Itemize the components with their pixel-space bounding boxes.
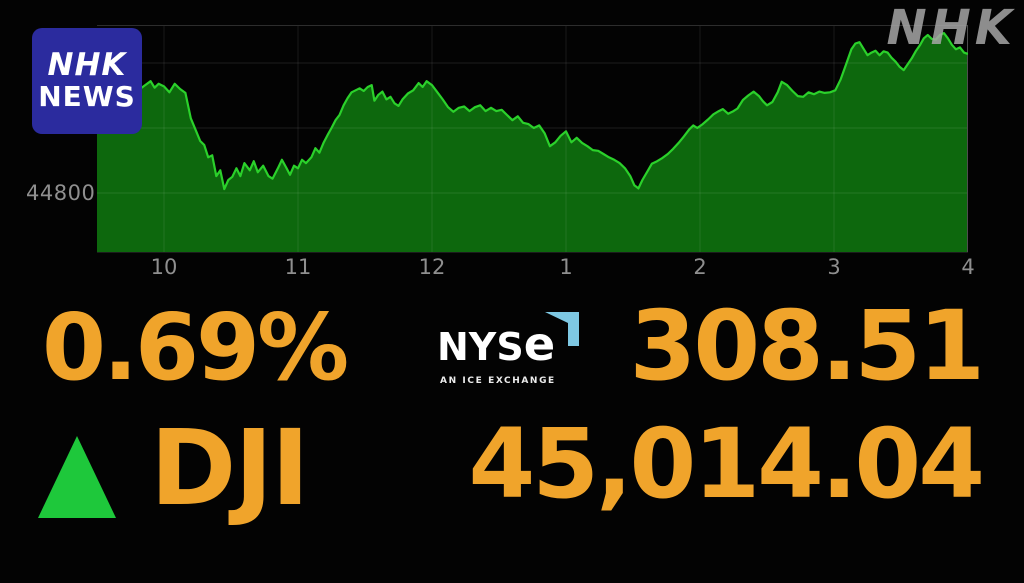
price-chart-svg	[96, 25, 969, 253]
index-symbol: DJI	[150, 407, 310, 529]
nhk-news-logo: NHK NEWS	[32, 28, 142, 134]
price-area-fill	[97, 33, 968, 253]
change-percent-value: 0.69%	[42, 294, 349, 401]
price-line	[96, 32, 969, 191]
x-tick-label: 11	[284, 255, 312, 279]
y-axis-tick-label: 44800	[26, 181, 96, 205]
nhk-watermark: NHK	[886, 0, 1016, 56]
last-price-value: 45,014.04	[468, 408, 985, 520]
nyse-logo-text: NYSe	[437, 321, 555, 369]
nyse-text-prefix: NYS	[437, 325, 524, 369]
nyse-text-e: e	[523, 317, 556, 371]
x-tick-label: 4	[961, 255, 975, 279]
up-arrow-icon	[38, 436, 116, 518]
x-axis-tick-labels: 10 11 12 1 2 3 4	[97, 255, 1017, 283]
price-chart	[96, 25, 969, 253]
x-tick-label: 2	[693, 255, 707, 279]
x-tick-label: 3	[827, 255, 841, 279]
x-tick-label: 1	[559, 255, 573, 279]
nyse-corner-icon	[545, 312, 579, 346]
nyse-logo: NYSe AN ICE EXCHANGE	[437, 312, 597, 396]
x-tick-label: 12	[418, 255, 446, 279]
nhk-logo-text: NHK	[47, 47, 127, 84]
nyse-tagline: AN ICE EXCHANGE	[440, 376, 556, 386]
news-logo-text: NEWS	[38, 79, 136, 113]
x-tick-label: 10	[150, 255, 178, 279]
change-points-value: 308.51	[629, 290, 985, 402]
